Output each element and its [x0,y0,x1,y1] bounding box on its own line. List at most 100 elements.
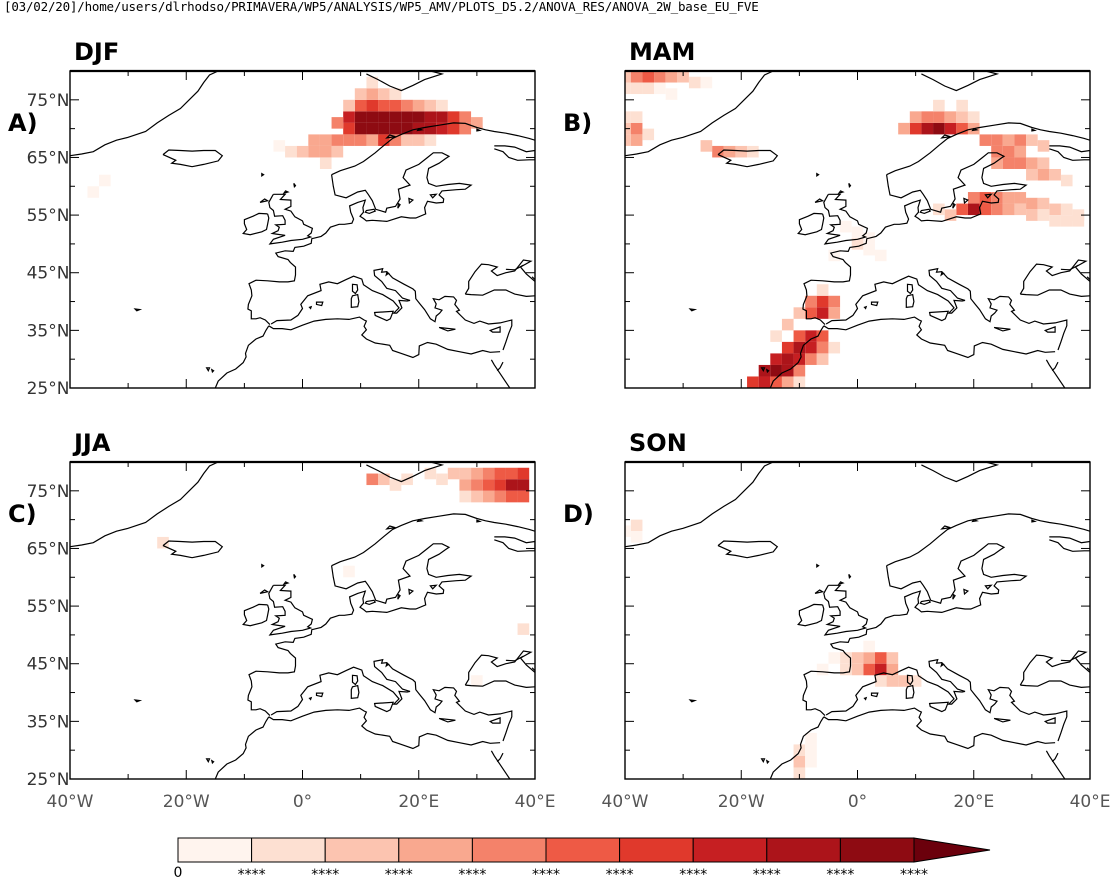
heatmap-cell [781,376,794,388]
heatmap-cell [471,479,483,491]
heatmap-cell [625,82,631,95]
colorbar-swatch [545,837,621,863]
heatmap-cell [412,99,425,112]
island-outline [928,310,950,322]
colorbar-tick-label: **** [679,867,707,881]
panel-label: D) [563,500,594,528]
colorbar-tick-label: **** [532,867,560,881]
coastline-segment [242,212,270,236]
heatmap-cell [886,652,899,664]
heatmap-cell [1014,157,1027,169]
island-outline [259,198,270,203]
island-outline [488,717,501,724]
coastline-segment [825,658,1068,742]
heatmap-cell [471,117,483,129]
island-outline [385,525,396,530]
island-outline [205,758,211,764]
island-outline [416,518,424,523]
heatmap-cell [770,376,782,388]
colorbar: 0 **** **** **** **** **** **** **** **** **** ***… [174,837,991,881]
heatmap-cell [412,111,425,123]
coastline-segment [331,513,535,567]
coastline [625,462,1090,779]
heatmap-cell [1026,209,1038,221]
island-outline [385,134,396,139]
lat-tick-label: 45°N [27,655,70,675]
heatmap-cell [700,140,713,152]
heatmap-cell [354,122,367,135]
heatmap-cell [665,71,678,83]
island-outline [928,701,950,713]
heatmap-cell [816,295,829,308]
heatmap-cell [921,111,934,123]
coastline-segment [823,316,1056,359]
island-outline [438,717,456,723]
island-outline [1043,326,1056,333]
heatmap-cell [933,122,945,135]
heatmap-cell [851,238,864,250]
heatmap-cell [517,467,530,480]
heatmap-cell [805,744,817,756]
coastline-segment [717,540,779,559]
island-outline [315,692,324,698]
heatmap-cell [630,122,643,135]
heatmap-cell [909,122,922,135]
heatmap-cell [447,111,460,123]
heatmap-cell [471,467,483,480]
colorbar-tick-label: **** [826,867,854,881]
heatmap-cell [747,145,759,158]
island-outline [863,305,868,310]
island-outline [971,127,979,132]
heatmap-cell [933,203,945,216]
panel-title: JJA [72,429,111,457]
heatmap-cell [625,111,631,123]
island-outline [351,674,359,686]
heatmap-cell [863,652,875,664]
island-outline [133,308,143,312]
island-outline [282,581,290,586]
heatmap-cell [991,134,1003,146]
heatmap-cell [366,99,379,112]
heatmap-cell [933,99,945,112]
coastline-segment [1051,361,1059,372]
heatmap-cell [874,652,887,664]
coastline-segment [465,289,535,298]
lon-tick-label: 40°E [515,792,556,812]
heatmap-cell [366,76,379,89]
coastline-segment [496,361,504,372]
heatmap-cell [886,675,899,687]
heatmap-cell [424,134,437,146]
island-outline [438,326,456,332]
heatmap-cell [793,755,806,768]
lon-tick-label: 20°W [718,792,765,812]
heatmap-cell [459,479,472,491]
heatmap-cell [828,295,841,308]
panel-label: A) [8,109,38,137]
island-outline [364,599,377,606]
coastline-segment [886,513,1090,567]
heatmap-cell [494,490,506,503]
lat-tick-label: 65°N [27,148,70,168]
heatmap-cell [991,203,1003,216]
coastline-segment [366,71,445,92]
heatmap-cell [933,111,945,123]
island-outline [373,701,395,713]
island-outline [963,588,970,596]
coastline-segment [717,149,779,168]
coastline-segment [490,359,511,388]
heatmap-cell [1002,157,1015,169]
island-outline [308,305,313,310]
lat-tick-label: 75°N [27,482,70,502]
island-outline [906,674,914,686]
heatmap-cell [654,71,666,83]
heatmap-cell [665,88,678,100]
coastline-segment [823,193,869,245]
island-outline [385,662,390,668]
heatmap-cell [482,479,495,491]
coastline-segment [1049,145,1090,161]
coastline-segment [268,584,314,636]
island-outline [940,134,951,139]
heatmap-cell [459,490,472,503]
heatmap-cell [366,88,379,100]
heatmap-cell [816,663,829,676]
